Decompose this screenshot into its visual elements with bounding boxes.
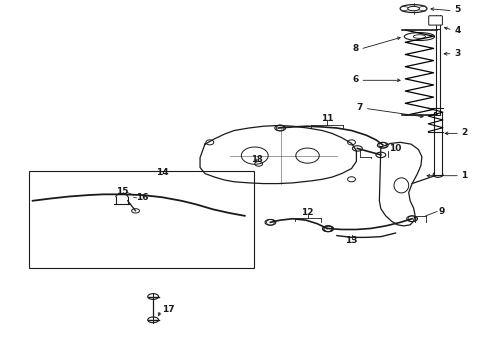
FancyBboxPatch shape bbox=[429, 16, 442, 25]
Text: 5: 5 bbox=[454, 5, 461, 14]
Text: 15: 15 bbox=[116, 187, 128, 196]
Text: 10: 10 bbox=[389, 144, 401, 153]
Text: 14: 14 bbox=[156, 168, 169, 177]
Text: 4: 4 bbox=[454, 26, 461, 35]
Text: 13: 13 bbox=[345, 237, 358, 246]
Text: 16: 16 bbox=[137, 193, 149, 202]
FancyBboxPatch shape bbox=[436, 30, 440, 116]
Text: 11: 11 bbox=[321, 114, 333, 123]
Text: 6: 6 bbox=[352, 75, 358, 84]
Text: 1: 1 bbox=[462, 171, 467, 180]
Text: 2: 2 bbox=[462, 128, 467, 137]
Text: 3: 3 bbox=[454, 49, 461, 58]
Text: 8: 8 bbox=[352, 44, 358, 53]
Text: 12: 12 bbox=[301, 208, 314, 217]
Text: 9: 9 bbox=[439, 207, 445, 216]
FancyBboxPatch shape bbox=[434, 112, 442, 175]
Bar bbox=[29, 171, 254, 268]
Text: 7: 7 bbox=[357, 103, 363, 112]
Text: 17: 17 bbox=[162, 305, 174, 314]
Text: 18: 18 bbox=[251, 155, 263, 164]
